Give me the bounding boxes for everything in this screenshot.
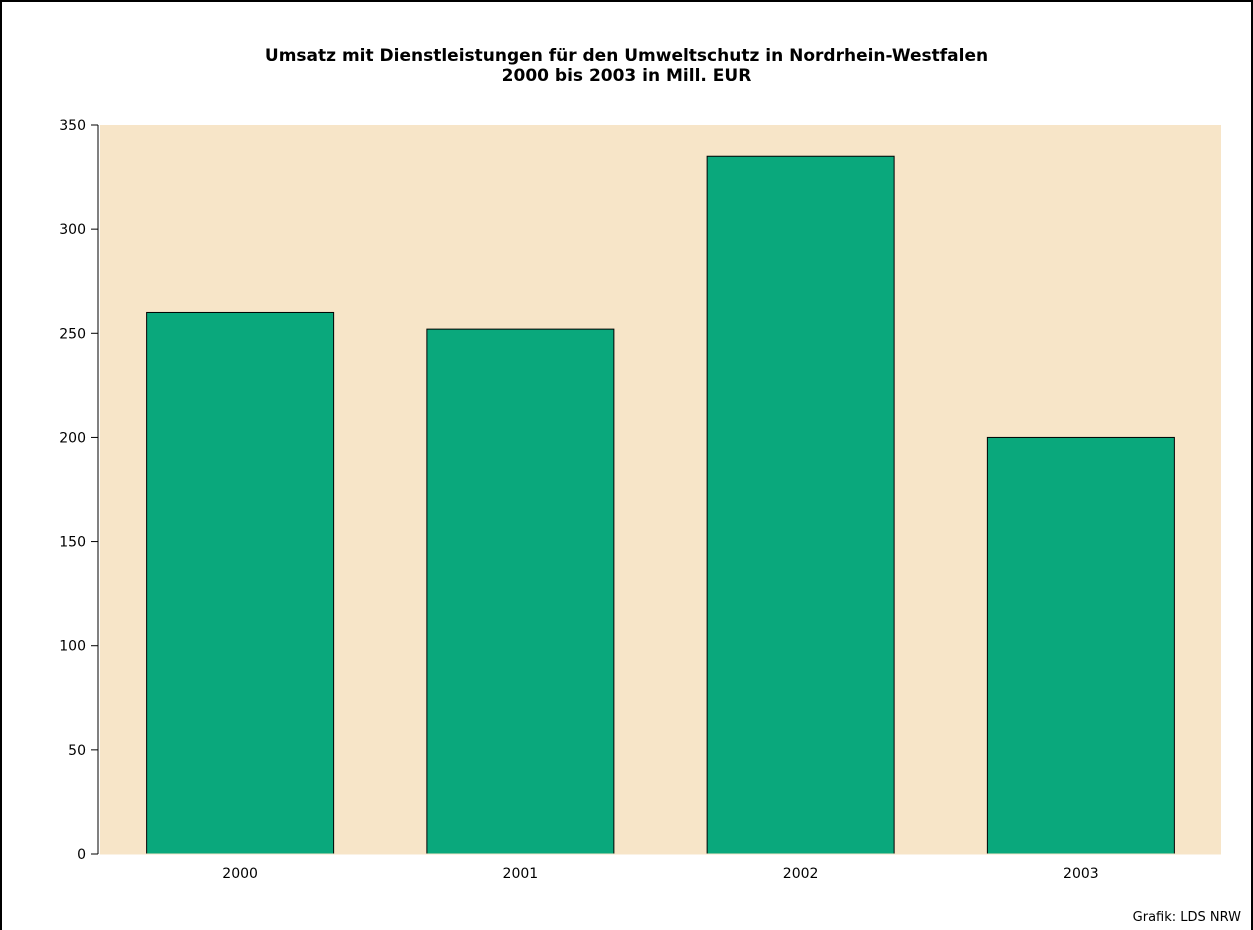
chart-title-line-1: Umsatz mit Dienstleistungen für den Umwe… <box>264 46 989 66</box>
y-tick-label-350: 350 <box>59 118 86 134</box>
chart-title-line-2: 2000 bis 2003 in Mill. EUR <box>501 66 752 86</box>
bar-2001 <box>426 328 615 855</box>
bar-2003 <box>986 436 1175 855</box>
x-tick-label-2000: 2000 <box>222 866 258 882</box>
x-tick-label-2002: 2002 <box>783 866 819 882</box>
bar-2002 <box>706 155 895 855</box>
bar-2000 <box>146 311 335 855</box>
x-tick-label-2001: 2001 <box>503 866 539 882</box>
source-credit: Grafik: LDS NRW <box>1132 910 1241 925</box>
y-tick-label-300: 300 <box>59 222 86 238</box>
y-tick-label-0: 0 <box>77 847 86 863</box>
y-tick-label-250: 250 <box>59 326 86 342</box>
y-tick-label-50: 50 <box>68 743 86 759</box>
y-tick-label-150: 150 <box>59 535 86 551</box>
y-tick-label-200: 200 <box>59 430 86 446</box>
x-tick-label-2003: 2003 <box>1063 866 1099 882</box>
y-tick-label-100: 100 <box>59 639 86 655</box>
chart-title: Umsatz mit Dienstleistungen für den Umwe… <box>0 46 1253 86</box>
